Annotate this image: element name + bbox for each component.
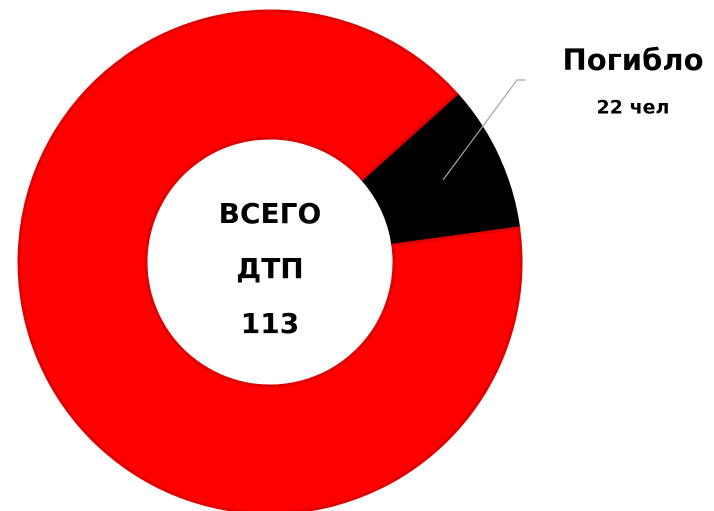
category-label: Погибло [562, 43, 703, 77]
slice [17, 9, 523, 511]
center-label: 113 [241, 307, 299, 340]
center-label: ВСЕГО [219, 197, 322, 230]
leader-line [442, 79, 525, 181]
center-label: ДТП [236, 252, 303, 285]
donut [17, 9, 523, 511]
annotation: 22 чел [597, 97, 670, 119]
